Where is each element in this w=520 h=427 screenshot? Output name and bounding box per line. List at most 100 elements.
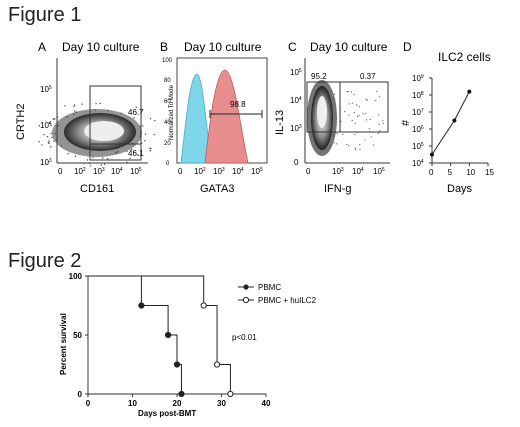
scatter-dot: [354, 122, 356, 124]
scatter-dot: [364, 139, 366, 141]
scatter-dot: [149, 150, 151, 152]
scatter-dot: [117, 150, 119, 153]
fig2-ytick-label: 50: [73, 331, 82, 340]
panel-a-ytick-2: 105: [40, 85, 52, 94]
panel-a-gate-value-lower: 46.1: [128, 149, 144, 158]
scatter-dot: [51, 136, 53, 139]
scatter-dot: [94, 109, 96, 111]
panel-d-y-ticks: 104 105 106 107 108 109: [412, 74, 432, 168]
scatter-dot: [348, 114, 350, 116]
panel-a-xtick-0: 0: [58, 167, 63, 176]
scatter-dot: [75, 111, 78, 114]
scatter-dot: [369, 118, 371, 121]
scatter-dot: [137, 154, 139, 156]
panel-d-ylabel: #: [400, 119, 412, 126]
scatter-dot: [144, 133, 147, 135]
panel-a-gate-value-upper: 46.7: [128, 108, 144, 117]
panel-b-ytick-4: 80: [164, 78, 171, 84]
panel-b-histogram-gata3: [204, 69, 249, 164]
scatter-dot: [353, 93, 355, 96]
scatter-dot: [350, 91, 353, 93]
scatter-dot: [50, 124, 52, 127]
scatter-dot: [355, 148, 357, 150]
scatter-dot: [107, 158, 109, 160]
panel-c-xtick-0: 0: [306, 167, 311, 176]
fig2-ylabel: Percent survival: [59, 313, 68, 375]
scatter-dot: [154, 119, 156, 122]
panel-c-ytick-3: 105: [290, 68, 302, 77]
scatter-dot: [149, 118, 152, 120]
scatter-dot: [359, 143, 361, 145]
panel-b-xtick-4: 105: [251, 167, 263, 176]
panel-a-scatter-density: [52, 109, 142, 157]
scatter-dot: [348, 103, 350, 105]
scatter-dot: [353, 112, 355, 114]
fig2-pbmc-point: [165, 331, 172, 339]
panel-b-ytick-5: 100: [162, 58, 173, 64]
panel-c-title: Day 10 culture: [310, 40, 388, 54]
scatter-dot: [334, 93, 336, 95]
panel-b-ytick-0: 0: [166, 161, 170, 167]
scatter-dot: [129, 157, 131, 160]
panel-a-ytick-0: 103: [40, 158, 52, 167]
scatter-dot: [50, 146, 52, 148]
panel-d-xtick-label: 15: [485, 168, 494, 177]
panel-d-series: [430, 89, 472, 157]
scatter-dot: [334, 99, 336, 101]
panel-a-xlabel: CD161: [80, 183, 114, 195]
scatter-dot: [41, 144, 43, 146]
scatter-dot: [372, 144, 374, 146]
scatter-dot: [89, 165, 92, 167]
fig2-pbmc-ilc2-point: [227, 390, 234, 398]
panel-b-xtick-2: 103: [213, 167, 225, 176]
panel-c-ytick-0: 0: [294, 158, 299, 167]
scatter-dot: [126, 150, 128, 152]
scatter-dot: [365, 119, 367, 121]
scatter-dot: [126, 161, 128, 163]
figure-2-survival: 0 50 100 0 10 20 30 40 Percent survival Days p…: [59, 272, 317, 418]
scatter-dot: [56, 116, 59, 118]
scatter-dot: [139, 125, 141, 128]
panel-b-ytick-1: 20: [164, 141, 171, 147]
scatter-dot: [150, 148, 152, 150]
panel-d-title: ILC2 cells: [438, 50, 491, 64]
panel-a-xtick-3: 104: [111, 167, 123, 176]
scatter-dot: [48, 142, 50, 145]
fig2-y-ticks: 0 50 100: [69, 272, 88, 399]
scatter-dot: [73, 113, 75, 115]
panel-d-xlabel: Days: [447, 183, 473, 195]
panel-d: D ILC2 cells 104 105 106 107 108 109 0 5 10 15 #…: [400, 40, 494, 195]
panel-a-ytick-1: 104: [40, 121, 52, 130]
panel-c-gate-value-right: 0.37: [360, 72, 376, 81]
panel-d-ytick-label: 109: [412, 74, 424, 83]
scatter-dot: [73, 105, 75, 108]
panel-c-ytick-2: 104: [290, 96, 302, 105]
panel-a: A Day 10 culture 46.7 46.1 103 104 105 0…: [15, 40, 156, 195]
scatter-dot: [331, 125, 333, 127]
scatter-dot: [107, 109, 109, 112]
scatter-dot: [83, 162, 86, 164]
scatter-dot: [378, 95, 381, 97]
scatter-dot: [346, 143, 348, 146]
panel-b-xtick-1: 102: [194, 167, 206, 176]
scatter-dot: [370, 136, 372, 138]
fig2-xtick-label: 20: [173, 399, 182, 408]
scatter-dot: [50, 132, 52, 134]
panel-a-title: Day 10 culture: [62, 40, 140, 54]
scatter-dot: [359, 148, 361, 150]
panel-d-x-ticks: 0 5 10 15: [429, 163, 494, 177]
panel-c-gate-right: [339, 81, 389, 133]
scatter-dot: [54, 118, 56, 120]
scatter-dot: [348, 145, 350, 147]
panel-d-ytick-label: 108: [412, 91, 424, 100]
scatter-dot: [344, 111, 346, 113]
panel-b: B Day 10 culture 98.8 Normalized To Mode…: [160, 40, 268, 195]
scatter-dot: [351, 120, 353, 122]
fig2-xtick-label: 30: [217, 399, 226, 408]
panel-d-xtick-label: 10: [466, 168, 475, 177]
scatter-dot: [48, 140, 50, 142]
scatter-dot: [336, 133, 338, 135]
scatter-dot: [102, 157, 104, 159]
scatter-dot: [375, 100, 377, 102]
